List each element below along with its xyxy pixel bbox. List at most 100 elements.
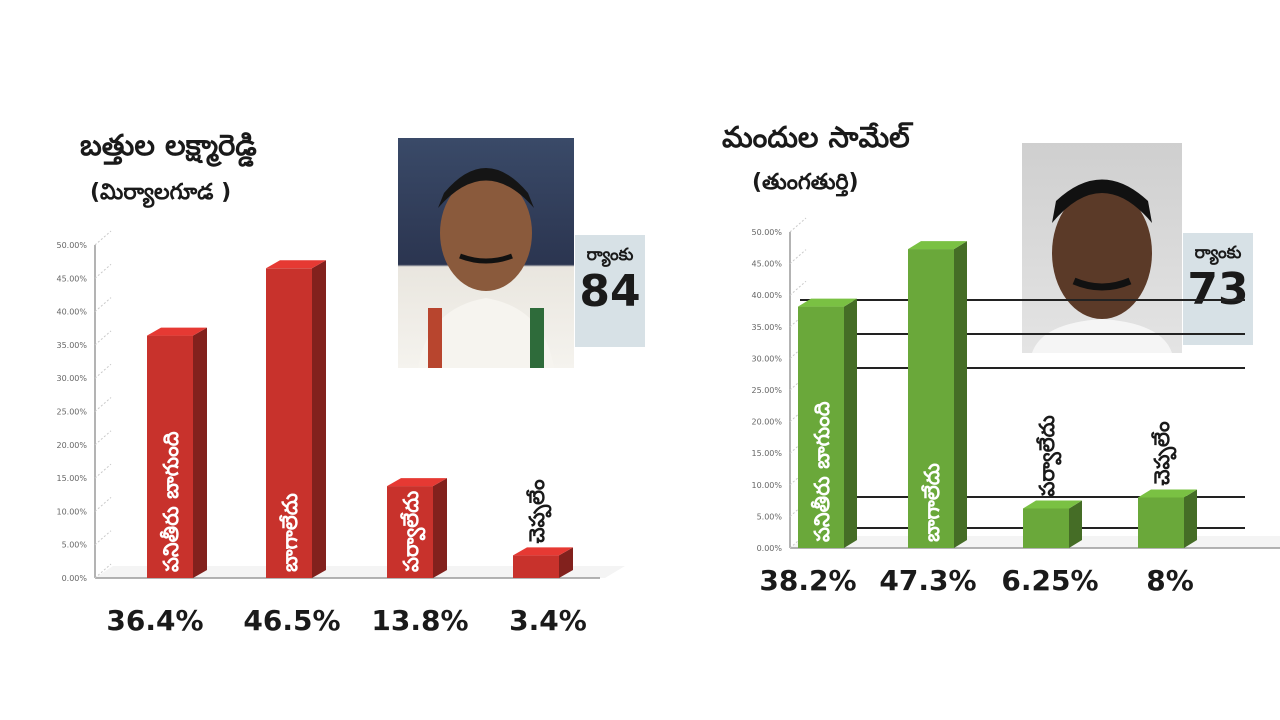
bar-front [908,249,954,548]
y-tick-mark [94,330,112,346]
bar-top [908,241,967,250]
y-tick-label: 20.00% [751,418,782,427]
y-tick-label: 50.00% [751,228,782,237]
bar-top [147,327,207,336]
bar-category-label: బాగాలేదు [920,463,944,542]
rank-value: 73 [1187,264,1249,315]
bar-category-label: చెప్పలేం [1150,421,1177,485]
y-tick-label: 5.00% [62,541,88,550]
bar-side [844,298,857,548]
y-tick-mark [789,249,807,264]
y-tick-label: 45.00% [56,274,87,283]
bar-4: చెప్పలేం [1138,421,1197,548]
y-tick-label: 40.00% [56,308,87,317]
bar-2: బాగాలేదు [908,241,967,548]
y-tick-label: 40.00% [751,291,782,300]
bar-value-label: 8% [1146,564,1194,597]
y-tick-mark [94,463,112,479]
y-tick-mark [94,530,112,546]
bar-category-label: పర్వాలేదు [1035,415,1062,496]
y-tick-label: 35.00% [751,323,782,332]
y-tick-mark [94,497,112,512]
bar-front [798,306,844,548]
bar-2: బాగాలేదు [266,260,326,578]
bar-value-label: 36.4% [106,604,203,637]
bar-side [312,260,326,578]
y-tick-mark [94,297,112,312]
y-tick-mark [789,217,807,233]
bar-category-label: బాగాలేదు [278,493,302,572]
rank-box: ర్యాంకు 84 [575,235,645,347]
bar-top [266,260,326,269]
chart-title: బత్తుల లక్ష్మారెడ్డి [80,128,257,162]
bar-3: పర్వాలేదు [1023,415,1082,548]
y-tick-label: 15.00% [751,449,782,458]
bar-1: పనితీరు బాగుంది [147,327,207,578]
bar-top [1023,500,1082,509]
chart-subtitle: (తుంగతుర్తి) [752,170,859,195]
y-tick-label: 10.00% [56,507,87,516]
bar-category-label: పనితీరు బాగుంది [810,401,834,542]
bar-chart-svg: 0.00% 5.00% 10.00% 15.00% 20.00% 25.00% 30.00%… [751,217,1280,597]
candidate-photo [398,138,574,368]
rank-label: ర్యాంకు [1194,243,1242,263]
bar-1: పనితీరు బాగుంది [798,298,857,548]
y-tick-label: 5.00% [757,512,783,521]
bar-3: పర్వాలేదు [387,478,447,578]
y-tick-label: 25.00% [751,386,782,395]
bar-front [513,555,559,578]
y-tick-mark [94,363,112,379]
y-tick-label: 35.00% [56,341,87,350]
y-tick-label: 30.00% [56,374,87,383]
bar-side [193,327,207,578]
bar-side [1069,500,1082,548]
bar-chart-svg: 0.00% 5.00% 10.00% 15.00% 20.00% 25.00% 30.00%… [56,230,625,637]
bar-top [513,547,573,556]
bar-top [798,298,857,307]
y-tick-label: 50.00% [56,241,87,250]
chart-panel-right: మందుల సామేల్ (తుంగతుర్తి) ర్యాంకు 73 0.0… [640,0,1280,720]
y-tick-mark [94,263,112,279]
bar-category-label: పనితీరు బాగుంది [159,431,183,572]
bar-front [1023,508,1069,548]
bar-side [433,478,447,578]
y-tick-label: 0.00% [757,544,783,553]
bar-side [1184,489,1197,548]
y-tick-mark [94,563,112,579]
y-tick-mark [789,280,807,296]
bar-value-label: 13.8% [371,604,468,637]
chart-panel-left: బత్తుల లక్ష్మారెడ్డి (మిర్యాలగూడ ) ర్యాం… [56,128,645,637]
rank-label: ర్యాంకు [586,245,634,265]
bar-value-label: 46.5% [243,604,340,637]
bar-value-label: 6.25% [1001,564,1098,597]
candidate-portrait [1032,179,1172,353]
y-tick-label: 15.00% [56,474,87,483]
y-tick-mark [94,230,112,246]
y-tick-label: 20.00% [56,441,87,450]
bar-top [1138,489,1197,498]
bar-category-label: చెప్పలేం [525,479,552,543]
bar-front [266,268,312,578]
chart-subtitle: (మిర్యాలగూడ ) [90,180,232,205]
bar-4: చెప్పలేం [513,479,573,578]
bar-category-label: పర్వాలేదు [399,491,426,572]
bar-top [387,478,447,487]
y-tick-label: 25.00% [56,408,87,417]
bar-value-label: 3.4% [509,604,587,637]
y-tick-label: 0.00% [62,574,88,583]
bar-front [387,486,433,578]
rank-value: 84 [579,266,641,317]
candidate-portrait [418,168,554,368]
chart-floor [95,566,625,578]
bar-side [559,547,573,578]
y-tick-label: 30.00% [751,354,782,363]
y-tick-mark [94,397,112,412]
y-tick-label: 10.00% [751,481,782,490]
rank-box: ర్యాంకు 73 [1183,233,1253,345]
y-tick-label: 45.00% [751,260,782,269]
bar-value-label: 47.3% [879,564,976,597]
chart-title: మందుల సామేల్ [722,120,910,154]
bar-front [1138,497,1184,548]
bar-side [954,241,967,548]
bar-value-label: 38.2% [759,564,856,597]
